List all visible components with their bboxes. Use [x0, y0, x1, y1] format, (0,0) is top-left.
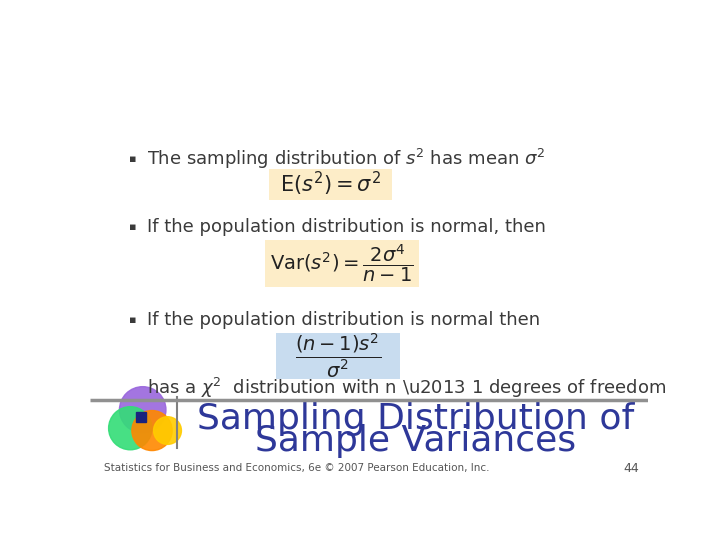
- Text: Statistics for Business and Economics, 6e © 2007 Pearson Education, Inc.: Statistics for Business and Economics, 6…: [104, 463, 490, 473]
- Text: $\mathrm{Var}(s^2) = \dfrac{2\sigma^4}{n-1}$: $\mathrm{Var}(s^2) = \dfrac{2\sigma^4}{n…: [270, 242, 413, 285]
- Text: Sample Variances: Sample Variances: [255, 423, 576, 457]
- FancyBboxPatch shape: [136, 412, 145, 422]
- Text: ▪: ▪: [129, 315, 136, 326]
- Text: $\mathrm{E}(s^2) = \sigma^2$: $\mathrm{E}(s^2) = \sigma^2$: [280, 170, 381, 198]
- Text: The sampling distribution of $s^2$ has mean $\sigma^2$: The sampling distribution of $s^2$ has m…: [147, 147, 545, 171]
- Circle shape: [109, 407, 152, 450]
- Text: $\dfrac{(n-1)s^2}{\sigma^2}$: $\dfrac{(n-1)s^2}{\sigma^2}$: [295, 332, 381, 380]
- Text: If the population distribution is normal then: If the population distribution is normal…: [147, 312, 540, 329]
- FancyBboxPatch shape: [265, 240, 419, 287]
- Circle shape: [153, 417, 181, 444]
- Text: If the population distribution is normal, then: If the population distribution is normal…: [147, 218, 546, 235]
- Text: has a $\chi^2$  distribution with n \u2013 1 degrees of freedom: has a $\chi^2$ distribution with n \u201…: [147, 376, 666, 400]
- Text: Sampling Distribution of: Sampling Distribution of: [197, 402, 634, 436]
- Text: ▪: ▪: [129, 221, 136, 232]
- Circle shape: [120, 387, 166, 433]
- FancyBboxPatch shape: [276, 333, 400, 379]
- Circle shape: [132, 410, 172, 450]
- Text: 44: 44: [623, 462, 639, 475]
- Text: ▪: ▪: [129, 154, 136, 164]
- FancyBboxPatch shape: [269, 168, 392, 200]
